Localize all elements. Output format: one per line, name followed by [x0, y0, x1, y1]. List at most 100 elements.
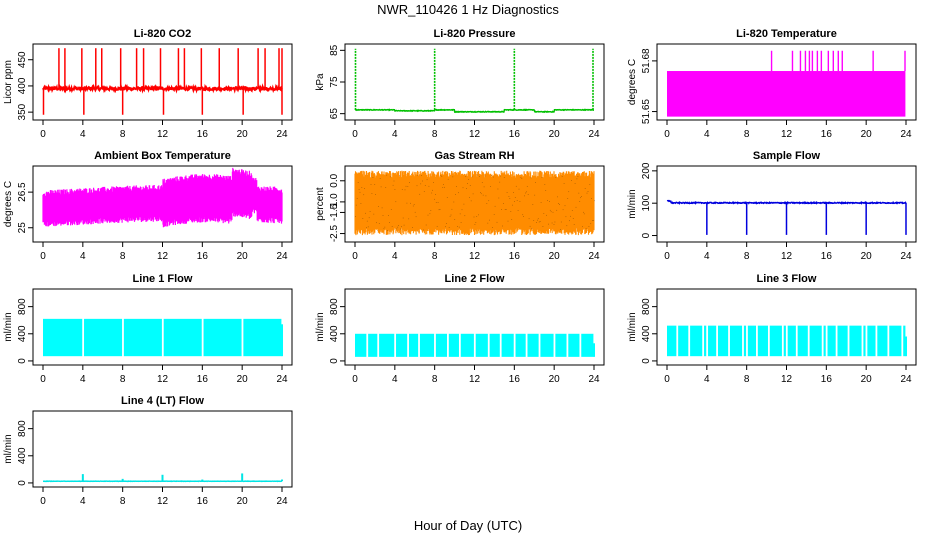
x-tick-label: 4 [80, 251, 86, 262]
chart-title: Ambient Box Temperature [94, 150, 231, 162]
data-band [877, 325, 888, 357]
data-band [555, 333, 567, 357]
data-band [568, 333, 580, 357]
x-tick-label: 12 [469, 251, 481, 262]
x-tick-label: 20 [237, 374, 249, 385]
data-band [243, 318, 282, 357]
y-axis-label: degrees C [3, 181, 14, 227]
chart-title: Line 3 Flow [757, 273, 817, 285]
x-tick-label: 12 [157, 251, 169, 262]
y-axis-label: ml/min [627, 312, 638, 341]
data-band [743, 325, 747, 357]
x-tick-label: 24 [588, 129, 600, 140]
data-band [797, 325, 808, 357]
y-tick-label: 450 [17, 51, 28, 68]
x-tick-label: 20 [549, 129, 561, 140]
x-tick-label: 0 [352, 374, 358, 385]
data-band-end [593, 343, 596, 357]
x-tick-label: 20 [549, 374, 561, 385]
plot-area [355, 333, 596, 357]
x-tick-label: 16 [509, 129, 521, 140]
y-tick-label: 0 [641, 358, 652, 364]
data-band [903, 325, 906, 357]
y-tick-label: 26.5 [17, 182, 28, 202]
x-tick-label: 4 [704, 251, 710, 262]
x-tick-label: 8 [744, 129, 750, 140]
x-tick-label: 24 [276, 251, 288, 262]
x-tick-label: 0 [664, 251, 670, 262]
data-band [581, 333, 594, 357]
y-tick-label: 75 [329, 76, 340, 88]
x-tick-label: 12 [157, 129, 169, 140]
data-band [396, 333, 408, 357]
plot-area [354, 170, 595, 236]
data-band [84, 318, 123, 357]
x-tick-label: 4 [704, 129, 710, 140]
plot-area [666, 199, 907, 235]
x-tick-label: 0 [664, 129, 670, 140]
chart-title: Li-820 Temperature [736, 28, 837, 40]
chart-panel: Li-820 Pressure 0 4 8 12 16 20 24 65 75 85 kPa [315, 28, 605, 140]
x-tick-label: 8 [120, 496, 126, 507]
y-tick-label: -1.0 [329, 193, 340, 211]
y-tick-label: 350 [17, 103, 28, 120]
data-band [408, 333, 419, 357]
x-tick-label: 8 [744, 374, 750, 385]
y-axis-label: ml/min [627, 189, 638, 218]
plot-area [43, 318, 284, 357]
data-band [783, 325, 786, 357]
data-band [757, 325, 768, 357]
data-band [837, 325, 848, 357]
data-band [889, 325, 902, 357]
data-band [827, 325, 836, 357]
x-tick-label: 4 [392, 251, 398, 262]
x-tick-label: 20 [549, 251, 561, 262]
y-tick-label: 0 [17, 358, 28, 364]
x-tick-label: 12 [157, 374, 169, 385]
data-series [354, 170, 595, 236]
y-axis-label: kPa [315, 73, 326, 91]
data-band [123, 318, 162, 357]
x-tick-label: 8 [744, 251, 750, 262]
y-tick-label: 25 [17, 222, 28, 234]
data-band [823, 325, 826, 357]
x-tick-label: 20 [237, 129, 249, 140]
y-tick-label: 400 [17, 447, 28, 464]
x-tick-label: 8 [432, 129, 438, 140]
data-band [704, 325, 707, 357]
x-tick-label: 20 [237, 496, 249, 507]
y-tick-label: -1.5 [329, 203, 340, 221]
x-tick-label: 24 [588, 251, 600, 262]
figure-title: NWR_110426 1 Hz Diagnostics [377, 2, 559, 17]
x-tick-label: 0 [40, 496, 46, 507]
x-tick-label: 0 [664, 374, 670, 385]
chart-title: Line 2 Flow [445, 273, 505, 285]
plot-area [667, 50, 906, 117]
y-tick-label: 400 [329, 325, 340, 342]
x-tick-label: 16 [197, 374, 209, 385]
x-tick-label: 8 [432, 374, 438, 385]
x-tick-label: 4 [704, 374, 710, 385]
data-band [475, 333, 488, 357]
y-tick-label: -2.5 [329, 225, 340, 243]
plot-area [43, 473, 283, 483]
data-band [863, 325, 866, 357]
chart-title: Gas Stream RH [434, 150, 514, 162]
x-tick-label: 24 [900, 374, 912, 385]
plot-area [667, 325, 908, 357]
data-series [42, 83, 283, 94]
x-tick-label: 4 [392, 129, 398, 140]
data-band [355, 333, 367, 357]
y-axis-label: ml/min [3, 434, 14, 463]
y-tick-label: 0 [641, 232, 652, 238]
chart-panel: Gas Stream RH 0 4 8 12 16 20 24 -2.5 -1.5-1.0 0.0p… [315, 150, 605, 262]
x-tick-label: 16 [509, 251, 521, 262]
chart-title: Line 1 Flow [133, 273, 193, 285]
x-tick-label: 20 [861, 251, 873, 262]
y-axis-label: degrees C [627, 59, 638, 105]
y-axis-label: percent [315, 187, 326, 221]
